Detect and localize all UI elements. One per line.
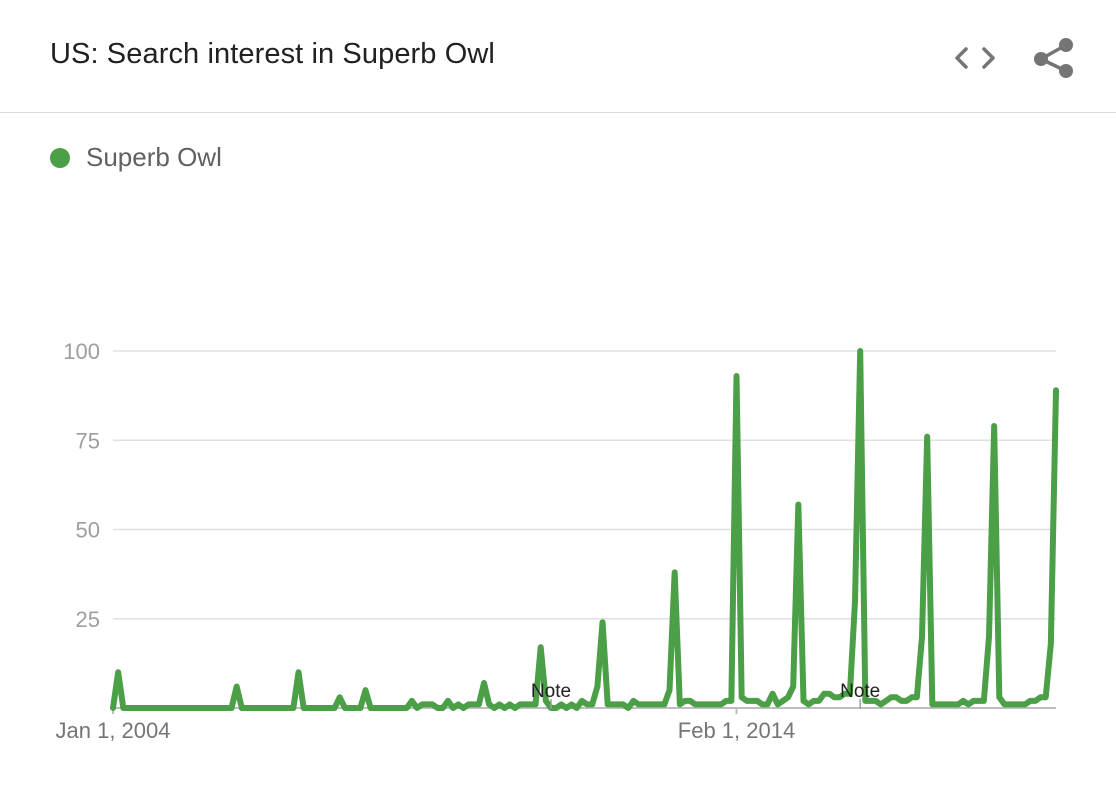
- series-line-superb-owl: [110, 348, 1059, 711]
- embed-button[interactable]: [950, 36, 1000, 80]
- y-tick-label-50: 50: [76, 518, 100, 543]
- chart-legend: Superb Owl: [50, 142, 222, 173]
- share-button[interactable]: [1030, 34, 1080, 82]
- legend-color-dot: [50, 147, 70, 168]
- y-tick-label-75: 75: [76, 428, 100, 453]
- x-tick-label-1: Feb 1, 2014: [678, 718, 795, 743]
- code-brackets-icon: [955, 47, 995, 69]
- legend-label-superb-owl: Superb Owl: [86, 142, 222, 172]
- page-title: US: Search interest in Superb Owl: [50, 38, 495, 70]
- x-tick-label-0: Jan 1, 2004: [56, 718, 171, 743]
- note-label-0: Note: [531, 681, 571, 702]
- y-tick-label-100: 100: [63, 339, 100, 364]
- note-label-1: Note: [840, 681, 880, 702]
- card-header: US: Search interest in Superb Owl: [0, 0, 1116, 113]
- share-icon: [1034, 38, 1073, 78]
- y-tick-label-25: 25: [76, 607, 100, 632]
